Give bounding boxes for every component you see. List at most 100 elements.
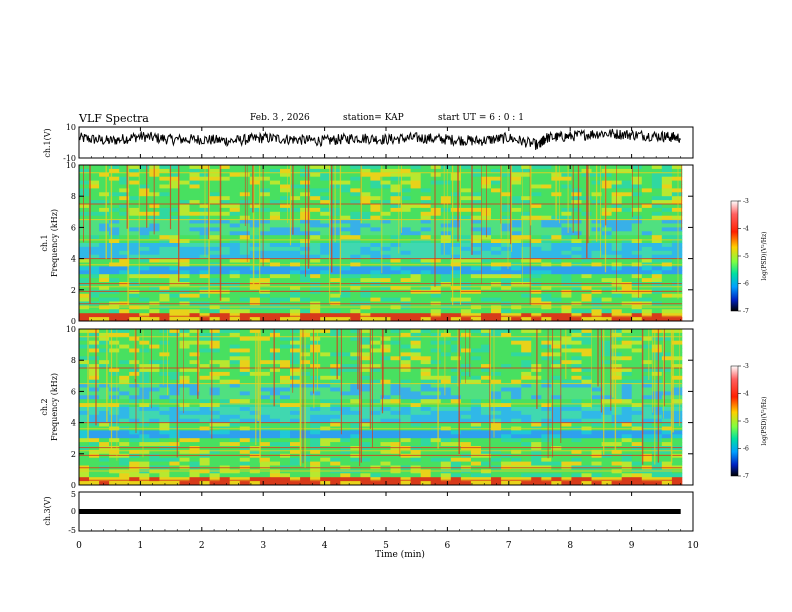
spectrogram-cell — [671, 422, 683, 427]
spectrogram-cell — [129, 211, 140, 217]
spectrogram-cell — [420, 348, 432, 353]
spectrogram-cell — [400, 297, 411, 302]
spectrogram-cell — [651, 379, 663, 384]
spectrogram-cell — [189, 254, 200, 259]
spectrogram-cell — [169, 204, 180, 209]
spectrogram-cell — [219, 329, 231, 334]
spectrogram-cell — [199, 285, 210, 291]
spectrogram-cell — [430, 399, 442, 404]
spectrogram-cell — [460, 215, 472, 220]
spectrogram-cell — [350, 368, 361, 373]
spectrogram-cell — [310, 399, 321, 404]
spectrogram-cell — [179, 360, 190, 365]
spectrogram-cell — [601, 223, 612, 228]
spectrogram-cell — [460, 414, 472, 420]
spectrogram-cell — [541, 200, 552, 205]
spectrogram-cell — [149, 285, 160, 291]
spectrogram-cell — [501, 293, 512, 298]
spectrogram-cell — [310, 297, 321, 302]
spectrogram-cell — [79, 293, 90, 298]
spectrogram-cell — [109, 250, 120, 256]
spectrogram-cell — [189, 332, 200, 338]
spectrogram-cell — [269, 352, 281, 357]
spectrogram-cell — [460, 172, 472, 178]
spectrogram-cell — [109, 219, 120, 224]
spectrogram-cell — [129, 254, 140, 259]
spectrogram-cell — [199, 453, 210, 459]
spectrogram-cell — [139, 223, 150, 228]
spectrogram-cell — [259, 410, 271, 416]
spectrogram-cell — [149, 243, 160, 248]
spectrogram-cell — [601, 329, 612, 334]
spectrogram-cell — [99, 364, 110, 369]
spectrogram-cell — [661, 215, 673, 220]
spectrogram-cell — [430, 407, 442, 412]
spectrogram-cell — [99, 477, 110, 482]
spectrogram-cell — [470, 477, 482, 482]
spectrogram-cell — [169, 293, 180, 298]
spectrogram-cell — [139, 481, 150, 486]
spectrogram-cell — [99, 196, 110, 201]
spectrogram-cell — [159, 254, 170, 259]
spectrogram-cell — [641, 192, 653, 197]
spectrogram-cell — [511, 473, 522, 478]
spectrogram-cell — [129, 481, 140, 486]
spectrogram-cell — [440, 371, 452, 377]
spectrogram-cell — [280, 176, 291, 181]
spectrogram-cell — [521, 231, 532, 236]
spectrogram-cell — [320, 165, 331, 170]
spectrogram-cell — [280, 172, 291, 178]
spectrogram-cell — [310, 446, 321, 451]
spectrogram-cell — [239, 329, 251, 334]
spectrogram-cell — [521, 414, 532, 420]
spectrogram-cell — [360, 434, 371, 439]
spectrogram-cell — [611, 375, 622, 381]
spectrogram-cell — [521, 297, 532, 302]
spectrogram-cell — [410, 168, 421, 174]
spectrogram-cell — [671, 332, 683, 338]
spectrogram-cell — [450, 211, 462, 217]
spectrogram-cell — [340, 348, 351, 353]
spectrogram-cell — [360, 317, 371, 322]
spectrogram-cell — [410, 207, 421, 213]
spectrogram-cell — [420, 254, 432, 259]
spectrogram-cell — [269, 184, 281, 189]
spectrogram-cell — [561, 356, 572, 361]
spectrogram-cell — [360, 168, 371, 174]
spectrogram-cell — [169, 403, 180, 408]
spectrogram-cell — [179, 180, 190, 185]
spectrogram-cell — [631, 289, 643, 295]
spectrogram-cell — [209, 215, 220, 220]
spectrogram-cell — [400, 403, 411, 408]
spectrogram-cell — [380, 383, 391, 388]
spectrogram-cell — [460, 407, 472, 412]
spectrogram-cell — [360, 282, 371, 287]
spectrogram-cell — [380, 285, 391, 291]
spectrogram-cell — [330, 422, 341, 427]
spectrogram-cell — [89, 446, 100, 451]
spectrogram-cell — [119, 449, 130, 455]
spectrogram-cell — [380, 395, 391, 400]
spectrogram-cell — [611, 344, 622, 349]
spectrogram-cell — [410, 250, 421, 256]
spectrogram-cell — [169, 332, 180, 338]
spectrogram-cell — [651, 289, 663, 295]
spectrogram-cell — [440, 430, 452, 435]
spectrogram-cell — [360, 348, 371, 353]
spectrogram-cell — [521, 200, 532, 205]
spectrogram-cell — [269, 297, 281, 302]
spectrogram-cell — [601, 285, 612, 291]
spectrogram-cell — [460, 356, 472, 361]
spectrogram-cell — [460, 387, 472, 392]
spectrogram-cell — [541, 356, 552, 361]
spectrogram-cell — [460, 457, 472, 462]
spectrogram-cell — [159, 410, 170, 416]
spectrogram-cell — [380, 204, 391, 209]
spectrogram-cell — [671, 364, 683, 369]
spectrogram-cell — [551, 348, 562, 353]
spectrogram-cell — [571, 469, 582, 474]
spectrogram-cell — [139, 387, 150, 392]
spectrogram-cell — [440, 438, 452, 443]
spectrogram-cell — [541, 469, 552, 474]
spectrogram-cell — [179, 176, 190, 181]
